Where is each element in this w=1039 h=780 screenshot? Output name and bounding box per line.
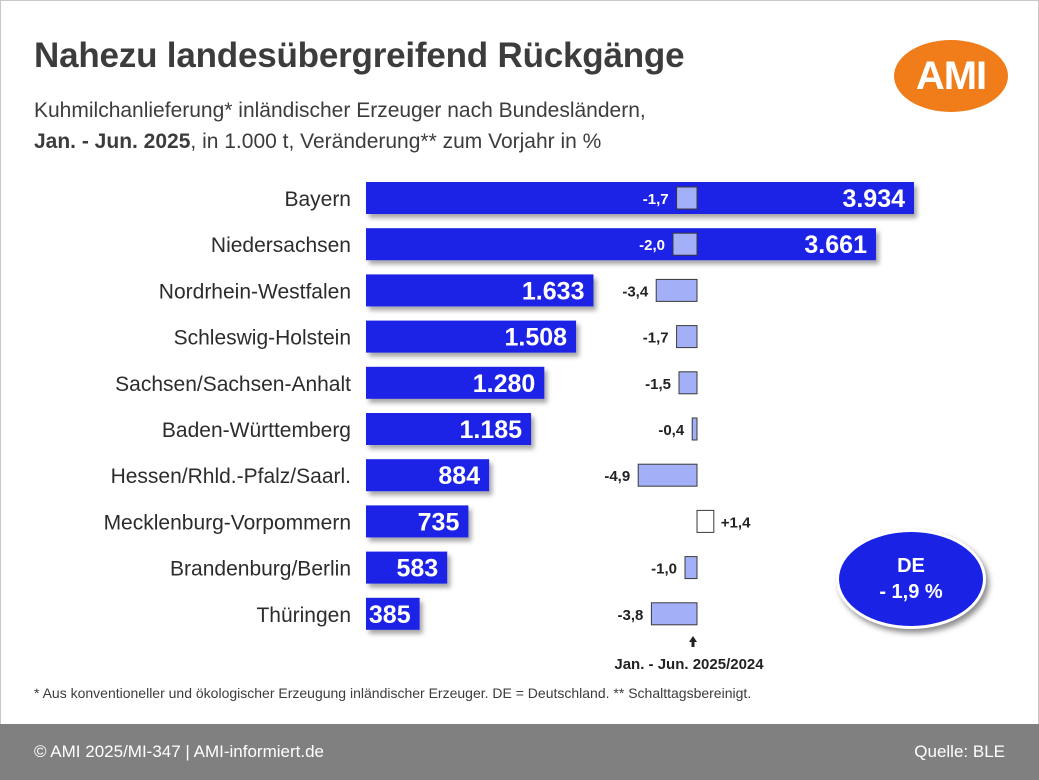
change-label: -1,7 <box>643 191 669 208</box>
footer-source: Quelle: BLE <box>914 742 1005 761</box>
category-label: Sachsen/Sachsen-Anhalt <box>115 373 351 396</box>
change-bar <box>684 556 698 580</box>
chart-title: Nahezu landesübergreifend Rückgänge <box>34 36 685 75</box>
total-badge-value: - 1,9 % <box>879 581 943 603</box>
total-badge: DE - 1,9 % <box>836 529 986 629</box>
category-label: Thüringen <box>256 604 351 627</box>
volume-label: 3.661 <box>804 231 867 259</box>
category-label: Schleswig-Holstein <box>174 327 351 350</box>
category-label: Bayern <box>284 188 351 211</box>
change-label: -3,8 <box>618 607 644 624</box>
volume-bar <box>366 274 594 307</box>
change-bar <box>696 509 715 533</box>
change-bar <box>672 232 698 256</box>
volume-bar <box>366 505 469 538</box>
chart-rows: Bayern 3.934 -1,7 Niedersachsen 3.661 -2,0 Nor… <box>104 182 914 630</box>
subtitle-line-2: Jan. - Jun. 2025, in 1.000 t, Veränderun… <box>34 126 646 157</box>
volume-label: 583 <box>396 555 438 583</box>
subtitle-line-1: Kuhmilchanlieferung* inländischer Erzeug… <box>34 99 646 122</box>
change-axis-label: Jan. - Jun. 2025/2024 <box>614 656 764 673</box>
bar-chart: Bayern 3.934 -1,7 Niedersachsen 3.661 -2,0 Nor… <box>104 182 914 673</box>
change-axis: Jan. - Jun. 2025/2024 <box>614 636 764 673</box>
change-bar <box>676 325 698 349</box>
chart-subtitle: Kuhmilchanlieferung* inländischer Erzeug… <box>34 95 646 157</box>
change-label: -1,0 <box>651 561 677 578</box>
footer-bar: © AMI 2025/MI-347 | AMI-informiert.de Qu… <box>0 724 1039 780</box>
volume-bar <box>366 551 448 584</box>
volume-bar <box>366 413 532 445</box>
change-label: +1,4 <box>721 514 751 531</box>
change-bar <box>655 278 698 302</box>
footnote: * Aus konventioneller und ökologischer E… <box>34 685 752 701</box>
change-label: -1,5 <box>645 376 671 393</box>
subtitle-period: Jan. - Jun. 2025 <box>34 130 191 153</box>
volume-bar <box>366 320 577 353</box>
change-label: -0,4 <box>658 422 685 439</box>
category-label: Hessen/Rhld.-Pfalz/Saarl. <box>111 465 351 488</box>
category-label: Nordrhein-Westfalen <box>159 280 351 303</box>
change-bar <box>691 417 698 441</box>
change-label: -3,4 <box>622 283 649 300</box>
volume-label: 3.934 <box>842 185 905 213</box>
volume-bar <box>366 459 490 492</box>
category-label: Mecklenburg-Vorpommern <box>104 511 351 534</box>
category-label: Baden-Württemberg <box>162 419 351 442</box>
volume-label: 884 <box>438 462 480 490</box>
change-label: -2,0 <box>639 237 665 254</box>
volume-bar <box>366 597 420 630</box>
ami-logo: AMI <box>894 40 1008 112</box>
category-label: Brandenburg/Berlin <box>170 558 351 581</box>
volume-label: 1.633 <box>522 277 585 305</box>
volume-bar <box>366 366 545 399</box>
change-bar <box>637 463 698 487</box>
volume-label: 735 <box>418 508 460 536</box>
category-label: Niedersachsen <box>211 234 351 257</box>
volume-bar <box>366 228 876 261</box>
change-label: -4,9 <box>604 468 630 485</box>
change-axis-arrow <box>689 636 697 642</box>
volume-label: 1.185 <box>460 416 523 444</box>
volume-label: 1.508 <box>504 324 567 352</box>
volume-label: 385 <box>369 601 411 629</box>
footer-copyright: © AMI 2025/MI-347 | AMI-informiert.de <box>34 742 324 761</box>
volume-label: 1.280 <box>473 370 536 398</box>
change-bar <box>676 186 698 210</box>
volume-bar <box>366 182 914 214</box>
total-badge-label: DE <box>897 555 925 577</box>
subtitle-unit: , in 1.000 t, Veränderung** zum Vorjahr … <box>190 130 602 153</box>
change-bar <box>678 371 698 395</box>
change-axis-arrow-stem <box>691 641 695 647</box>
change-label: -1,7 <box>643 330 669 347</box>
change-bar <box>650 602 698 626</box>
